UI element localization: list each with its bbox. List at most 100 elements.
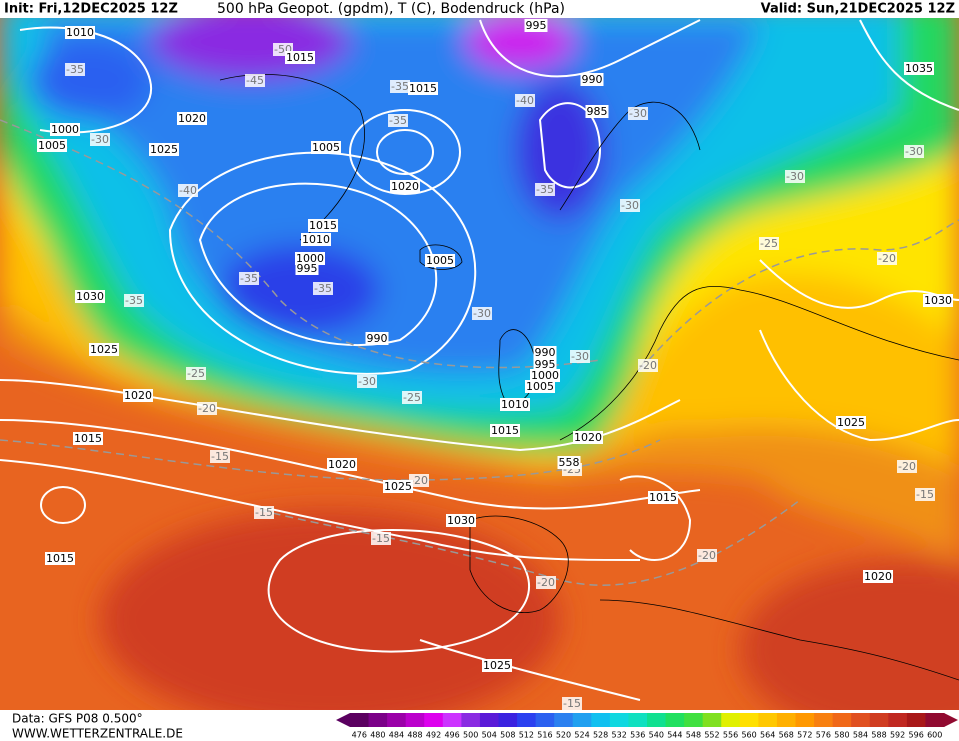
colorbar-label: 548	[686, 731, 701, 740]
isobar-label-box	[904, 62, 934, 75]
temperature-label: -40	[179, 184, 197, 197]
colorbar-label: 580	[834, 731, 849, 740]
colorbar-label: 484	[389, 731, 404, 740]
isobar	[40, 486, 86, 524]
colorbar-swatch	[702, 713, 722, 727]
colorbar-swatch	[869, 713, 889, 727]
colorbar-swatch	[647, 713, 667, 727]
colorbar-label: 504	[482, 731, 497, 740]
colorbar-label: 572	[797, 731, 812, 740]
isotherm	[639, 219, 959, 371]
isobar-label: 995	[526, 19, 547, 32]
colorbar-label: 600	[927, 731, 942, 740]
purple-core	[150, 18, 350, 80]
isobar-label: 1015	[409, 82, 437, 95]
isobar-label: 1015	[46, 552, 74, 565]
colorbar-label: 520	[556, 731, 571, 740]
colorbar-arrow	[944, 713, 958, 727]
temperature-label-box	[90, 133, 110, 146]
temperature-label: -15	[211, 450, 229, 463]
colorbar-swatch	[498, 713, 518, 727]
isobar-label-box	[836, 416, 866, 429]
temperature-label-box	[409, 474, 429, 487]
isobar-label-box	[177, 112, 207, 125]
colorbar-swatch	[554, 713, 574, 727]
isobar-label: 1020	[124, 389, 152, 402]
isobar	[168, 151, 477, 375]
temperature-label: -30	[571, 350, 589, 363]
temperature-label-box	[65, 63, 85, 76]
temperature-label-box	[197, 402, 217, 415]
temperature-label-box	[904, 145, 924, 158]
isotherm	[0, 439, 661, 481]
temperature-label-box	[638, 359, 658, 372]
colorbar-swatch	[776, 713, 796, 727]
colorbar-swatch	[628, 713, 648, 727]
colorbar-swatch	[721, 713, 741, 727]
isobar	[376, 129, 434, 175]
colorbar-swatch	[517, 713, 537, 727]
temperature-label-box	[915, 488, 935, 501]
isobar	[419, 639, 641, 701]
isobar-label: 1015	[649, 491, 677, 504]
isobar-label: 1015	[309, 219, 337, 232]
colorbar-label: 508	[500, 731, 515, 740]
isobar-label: 1020	[391, 180, 419, 193]
init-time: Init: Fri,12DEC2025 12Z	[4, 2, 178, 17]
isobar-label-box	[50, 123, 80, 136]
isobar-label: 985	[587, 105, 608, 118]
temperature-label-box	[357, 375, 377, 388]
temperature-label: -30	[905, 145, 923, 158]
colorbar-label: 540	[649, 731, 664, 740]
colorbar-swatch	[479, 713, 499, 727]
isobar-label-box	[295, 252, 325, 265]
isobar-label-box	[863, 570, 893, 583]
colorbar-label: 500	[463, 731, 478, 740]
temperature-label-box	[388, 114, 408, 127]
temperature-label: -35	[66, 63, 84, 76]
temperature-label-box	[186, 367, 206, 380]
colorbar-label: 596	[909, 731, 924, 740]
isobar-label: 1005	[38, 139, 66, 152]
colorbar-label: 524	[574, 731, 589, 740]
temperature-label: -30	[473, 307, 491, 320]
isobar-label-box	[390, 180, 420, 193]
isobar-label-box	[75, 290, 105, 303]
website: WWW.WETTERZENTRALE.DE	[12, 727, 183, 741]
isobar-label: 990	[367, 332, 388, 345]
isobar-label: 1020	[328, 458, 356, 471]
colorbar-label: 544	[667, 731, 682, 740]
isobar-label-box	[149, 143, 179, 156]
isobar-label-box	[285, 51, 315, 64]
colorbar-swatch	[851, 713, 871, 727]
isotherms	[0, 119, 959, 586]
colorbar-swatch	[795, 713, 815, 727]
temperature-label-box	[535, 183, 555, 196]
temperature-label: -20	[898, 460, 916, 473]
isobar-label: 1000	[296, 252, 324, 265]
temperature-label: -20	[698, 549, 716, 562]
temperature-label-box	[628, 107, 648, 120]
isobar	[349, 109, 461, 195]
temperature-label: -30	[621, 199, 639, 212]
isobar-label-box	[490, 424, 520, 437]
temperature-label-box	[245, 74, 265, 87]
colorbar-swatch	[572, 713, 592, 727]
isobar-label-box	[301, 233, 331, 246]
isobar-label: 1020	[178, 112, 206, 125]
colorbar-swatch	[442, 713, 462, 727]
temperature-label: -30	[629, 107, 647, 120]
isobar-label: 990	[582, 73, 603, 86]
temperature-label-box	[515, 94, 535, 107]
temperature-label-box	[371, 532, 391, 545]
temperature-label: -20	[878, 252, 896, 265]
coastline	[559, 286, 959, 441]
colorbar-swatch	[832, 713, 852, 727]
colorbar-label: 496	[444, 731, 459, 740]
isobar	[267, 529, 530, 653]
isobar	[538, 102, 602, 189]
colorbar-label: 552	[704, 731, 719, 740]
colorbar-swatch	[591, 713, 611, 727]
isobar-label-box	[580, 73, 604, 86]
